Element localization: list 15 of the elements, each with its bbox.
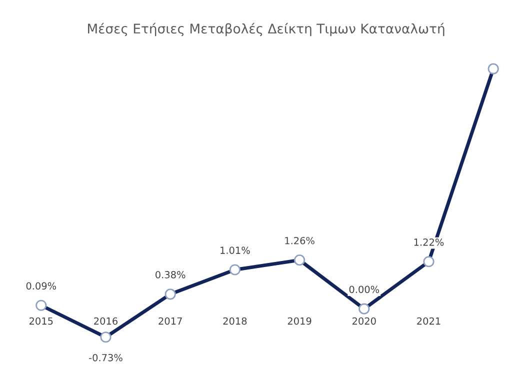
- data-label: 1.26%: [285, 236, 314, 244]
- x-tick-label: 2018: [223, 317, 247, 325]
- x-tick-label: 2020: [352, 317, 376, 325]
- x-tick-label: 2017: [158, 317, 182, 325]
- data-label: -0.73%: [89, 354, 122, 362]
- chart-title: Μέσες Ετήσιες Μεταβολές Δείκτη Τιμων Καταναλωτή: [88, 22, 444, 36]
- x-tick-label: 2021: [417, 317, 440, 325]
- x-tick-label: 2015: [29, 317, 53, 325]
- data-label: 1.01%: [220, 246, 250, 254]
- data-label: 1.22%: [414, 238, 444, 246]
- x-tick-label: 2016: [94, 317, 118, 325]
- x-tick-label: 2019: [288, 317, 312, 325]
- data-label: 0.38%: [156, 271, 186, 278]
- data-label: 0.09%: [26, 282, 56, 290]
- data-label: 0.00%: [349, 286, 380, 294]
